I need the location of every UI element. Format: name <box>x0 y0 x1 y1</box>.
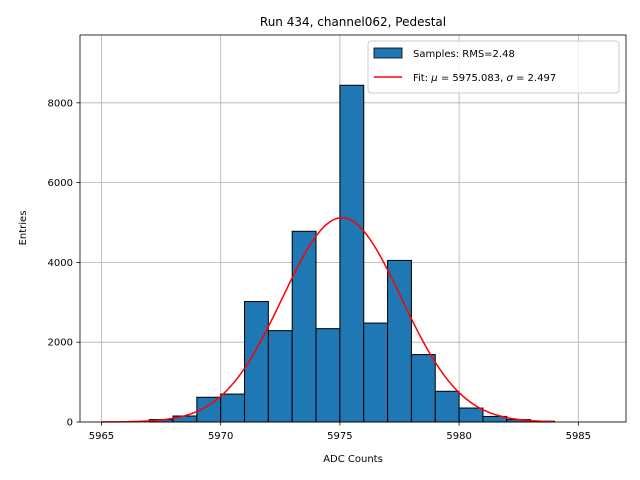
legend-fit-label: Fit: μ = 5975.083, σ = 2.497 <box>413 73 556 84</box>
legend-mu-value: = 5975.083, <box>438 73 507 84</box>
histogram-bar <box>315 328 341 423</box>
fit-curve <box>101 216 555 423</box>
histogram-bar <box>291 230 317 423</box>
x-tick-label: 5970 <box>208 431 233 442</box>
legend-fit-prefix: Fit: <box>413 73 431 84</box>
x-tick-label: 5980 <box>446 431 471 442</box>
x-axis-ticks: 5965 5970 5975 5980 5985 <box>89 422 591 442</box>
histogram-bar <box>267 330 293 423</box>
histogram-bar <box>434 390 460 423</box>
histogram-bar <box>387 259 412 423</box>
legend: Samples: RMS=2.48 Fit: μ = 5975.083, σ =… <box>367 40 620 94</box>
y-axis-ticks: 0 2000 4000 6000 8000 <box>48 98 80 429</box>
y-tick-label: 0 <box>67 418 73 429</box>
x-axis-label: ADC Counts <box>323 454 383 465</box>
legend-hist-swatch <box>373 47 403 59</box>
histogram-bar <box>339 84 365 423</box>
x-tick-label: 5975 <box>327 431 352 442</box>
histogram-bar <box>220 393 246 423</box>
x-tick-label: 5965 <box>89 431 114 442</box>
chart-title: Run 434, channel062, Pedestal <box>260 15 446 29</box>
y-tick-label: 8000 <box>48 98 73 109</box>
legend-mu-symbol: μ <box>430 73 437 84</box>
legend-sigma-value: = 2.497 <box>513 73 556 84</box>
y-tick-label: 6000 <box>48 178 73 189</box>
legend-box <box>367 40 620 94</box>
legend-sigma-symbol: σ <box>506 73 513 84</box>
legend-hist-label: Samples: RMS=2.48 <box>413 49 515 60</box>
plot-frame <box>79 34 627 423</box>
histogram-bars <box>148 84 555 423</box>
histogram-bar <box>458 407 484 423</box>
x-tick-label: 5985 <box>566 431 591 442</box>
y-axis-label: Entries <box>18 211 29 246</box>
y-tick-label: 2000 <box>48 338 73 349</box>
histogram-bar <box>410 354 436 423</box>
histogram-bar <box>363 322 389 423</box>
y-tick-label: 4000 <box>48 258 73 269</box>
